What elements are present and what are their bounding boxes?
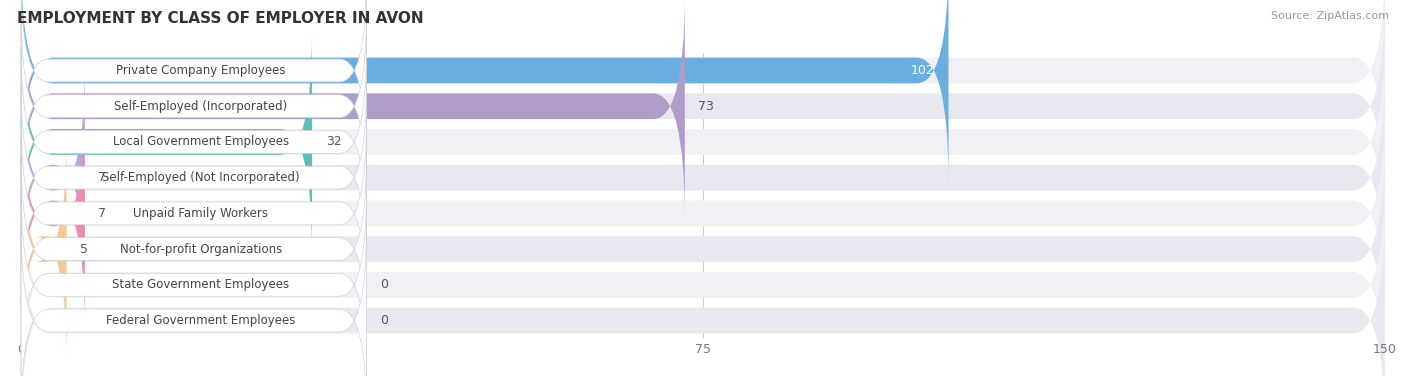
Text: 7: 7 [98, 207, 107, 220]
Text: 7: 7 [98, 171, 107, 184]
Text: 0: 0 [380, 314, 388, 327]
FancyBboxPatch shape [21, 101, 1385, 326]
Text: Not-for-profit Organizations: Not-for-profit Organizations [120, 243, 281, 256]
FancyBboxPatch shape [21, 0, 685, 218]
FancyBboxPatch shape [21, 11, 367, 202]
FancyBboxPatch shape [21, 30, 1385, 254]
Text: Local Government Employees: Local Government Employees [112, 135, 288, 149]
Text: Self-Employed (Incorporated): Self-Employed (Incorporated) [114, 100, 287, 113]
FancyBboxPatch shape [21, 118, 367, 309]
FancyBboxPatch shape [21, 82, 367, 273]
Text: Source: ZipAtlas.com: Source: ZipAtlas.com [1271, 11, 1389, 21]
FancyBboxPatch shape [21, 137, 1385, 361]
FancyBboxPatch shape [21, 189, 367, 376]
FancyBboxPatch shape [21, 65, 1385, 290]
FancyBboxPatch shape [21, 0, 367, 166]
FancyBboxPatch shape [21, 208, 1385, 376]
Text: 0: 0 [380, 278, 388, 291]
FancyBboxPatch shape [21, 173, 1385, 376]
Text: Self-Employed (Not Incorporated): Self-Employed (Not Incorporated) [103, 171, 299, 184]
Text: 32: 32 [326, 135, 342, 149]
FancyBboxPatch shape [21, 137, 66, 361]
Text: Unpaid Family Workers: Unpaid Family Workers [134, 207, 269, 220]
FancyBboxPatch shape [21, 101, 84, 326]
FancyBboxPatch shape [21, 65, 84, 290]
Text: EMPLOYMENT BY CLASS OF EMPLOYER IN AVON: EMPLOYMENT BY CLASS OF EMPLOYER IN AVON [17, 11, 423, 26]
Text: Private Company Employees: Private Company Employees [117, 64, 285, 77]
Text: 102: 102 [911, 64, 935, 77]
FancyBboxPatch shape [21, 225, 367, 376]
Text: 73: 73 [699, 100, 714, 113]
Text: Federal Government Employees: Federal Government Employees [105, 314, 295, 327]
FancyBboxPatch shape [21, 0, 949, 183]
Text: State Government Employees: State Government Employees [112, 278, 290, 291]
FancyBboxPatch shape [21, 0, 1385, 183]
FancyBboxPatch shape [21, 30, 312, 254]
FancyBboxPatch shape [21, 46, 367, 238]
Text: 5: 5 [80, 243, 89, 256]
FancyBboxPatch shape [21, 153, 367, 345]
FancyBboxPatch shape [21, 0, 1385, 218]
